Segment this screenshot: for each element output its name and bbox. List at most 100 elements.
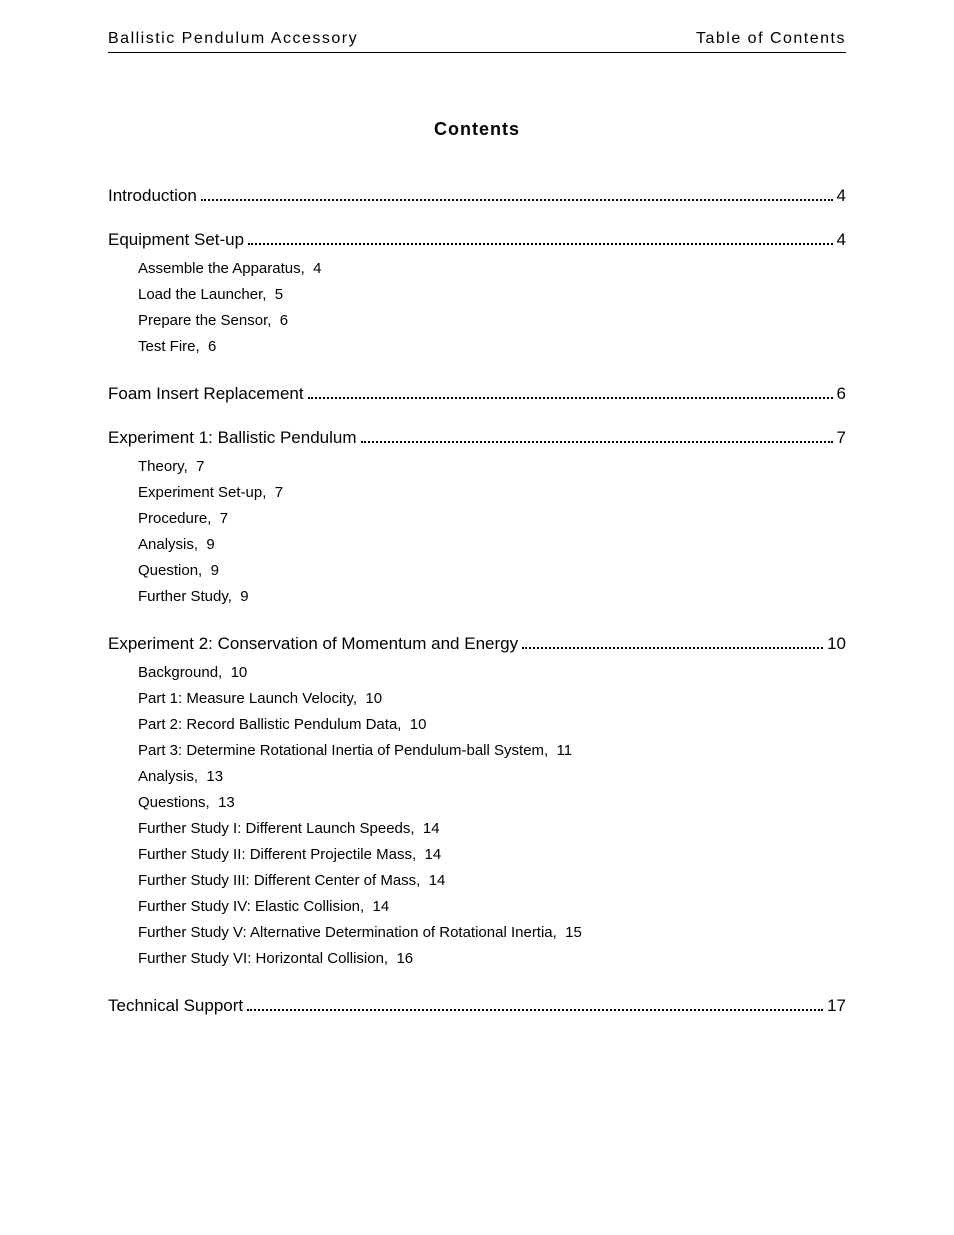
toc-leader-dots [247,1009,823,1011]
toc-subsection-list: Background, 10Part 1: Measure Launch Vel… [108,660,846,972]
toc-entry: Experiment 2: Conservation of Momentum a… [108,634,846,654]
toc-subentry-label: Background, [138,664,222,681]
toc-subentry-label: Question, [138,562,202,579]
toc-subentry-page: 15 [565,924,582,941]
toc-subentry-label: Further Study IV: Elastic Collision, [138,898,364,915]
toc-subentry-page: 6 [208,338,216,355]
toc-subentry-page: 9 [211,562,219,579]
toc-entry-page: 6 [837,384,846,404]
toc-leader-dots [308,397,833,399]
toc-subentry: Further Study I: Different Launch Speeds… [138,816,846,842]
toc-subentry-label: Further Study V: Alternative Determinati… [138,924,557,941]
toc-subentry: Part 2: Record Ballistic Pendulum Data, … [138,712,846,738]
toc-subentry-page: 11 [557,742,573,759]
toc-section: Experiment 1: Ballistic Pendulum7Theory,… [108,428,846,610]
toc-entry: Technical Support17 [108,996,846,1016]
toc-subentry: Theory, 7 [138,454,846,480]
toc-subentry: Assemble the Apparatus, 4 [138,256,846,282]
toc-subentry-label: Analysis, [138,768,198,785]
header-left: Ballistic Pendulum Accessory [108,30,358,48]
toc-subentry-label: Part 2: Record Ballistic Pendulum Data, [138,716,401,733]
toc-subentry: Further Study II: Different Projectile M… [138,842,846,868]
toc-section: Equipment Set-up4Assemble the Apparatus,… [108,230,846,360]
toc-subentry-label: Prepare the Sensor, [138,312,271,329]
toc-subentry-page: 14 [373,898,390,915]
toc-entry: Introduction4 [108,186,846,206]
toc-subentry: Background, 10 [138,660,846,686]
toc-subentry-page: 4 [313,260,321,277]
toc-subentry-label: Test Fire, [138,338,200,355]
toc-subentry: Further Study III: Different Center of M… [138,868,846,894]
toc-entry: Equipment Set-up 4 [108,230,846,250]
toc-section: Foam Insert Replacement 6 [108,384,846,404]
table-of-contents: Introduction4Equipment Set-up4Assemble t… [108,186,846,1016]
toc-subentry: Load the Launcher, 5 [138,282,846,308]
toc-subsection-list: Theory, 7Experiment Set-up, 7Procedure, … [108,454,846,610]
toc-section: Technical Support17 [108,996,846,1016]
toc-subentry: Prepare the Sensor, 6 [138,308,846,334]
toc-subentry-label: Theory, [138,458,188,475]
toc-subentry: Question, 9 [138,558,846,584]
toc-section: Experiment 2: Conservation of Momentum a… [108,634,846,972]
toc-subentry-page: 16 [396,950,413,967]
toc-subentry-page: 9 [240,588,248,605]
toc-subentry: Further Study IV: Elastic Collision, 14 [138,894,846,920]
toc-subentry-label: Analysis, [138,536,198,553]
toc-entry-page: 4 [837,230,846,250]
toc-entry-page: 4 [837,186,846,206]
toc-subentry-page: 13 [206,768,223,785]
header-right: Table of Contents [696,30,846,48]
toc-entry: Experiment 1: Ballistic Pendulum 7 [108,428,846,448]
toc-subentry-label: Further Study, [138,588,232,605]
toc-subentry-label: Part 1: Measure Launch Velocity, [138,690,357,707]
toc-subentry-page: 7 [220,510,228,527]
toc-subsection-list: Assemble the Apparatus, 4Load the Launch… [108,256,846,360]
toc-subentry-label: Further Study I: Different Launch Speeds… [138,820,415,837]
toc-subentry-label: Further Study VI: Horizontal Collision, [138,950,388,967]
toc-entry-label: Equipment Set-up [108,230,244,250]
toc-subentry: Test Fire, 6 [138,334,846,360]
toc-subentry-page: 14 [423,820,440,837]
toc-subentry-page: 14 [425,846,442,863]
toc-leader-dots [361,441,833,443]
toc-subentry-page: 7 [275,484,283,501]
toc-subentry-page: 14 [429,872,446,889]
toc-entry-label: Experiment 2: Conservation of Momentum a… [108,634,518,654]
toc-subentry: Further Study VI: Horizontal Collision, … [138,946,846,972]
toc-subentry-page: 9 [206,536,214,553]
toc-entry-label: Foam Insert Replacement [108,384,304,404]
toc-subentry-page: 13 [218,794,235,811]
toc-subentry-page: 6 [280,312,288,329]
toc-leader-dots [248,243,832,245]
toc-subentry-page: 10 [365,690,382,707]
toc-subentry-label: Assemble the Apparatus, [138,260,305,277]
toc-subentry: Experiment Set-up, 7 [138,480,846,506]
toc-subentry-label: Procedure, [138,510,211,527]
toc-subentry: Part 1: Measure Launch Velocity, 10 [138,686,846,712]
toc-subentry-label: Experiment Set-up, [138,484,266,501]
toc-leader-dots [522,647,823,649]
toc-subentry-page: 5 [275,286,283,303]
toc-subentry-label: Further Study III: Different Center of M… [138,872,420,889]
toc-subentry: Part 3: Determine Rotational Inertia of … [138,738,846,764]
toc-entry-label: Experiment 1: Ballistic Pendulum [108,428,357,448]
toc-entry-page: 7 [837,428,846,448]
toc-subentry-page: 10 [410,716,427,733]
toc-subentry-page: 7 [196,458,204,475]
toc-entry-page: 10 [827,634,846,654]
toc-subentry: Questions, 13 [138,790,846,816]
toc-leader-dots [201,199,833,201]
toc-subentry: Further Study, 9 [138,584,846,610]
toc-subentry-label: Further Study II: Different Projectile M… [138,846,416,863]
toc-subentry-label: Load the Launcher, [138,286,266,303]
toc-subentry: Further Study V: Alternative Determinati… [138,920,846,946]
toc-subentry: Analysis, 13 [138,764,846,790]
toc-entry-page: 17 [827,996,846,1016]
toc-subentry: Procedure, 7 [138,506,846,532]
toc-entry: Foam Insert Replacement 6 [108,384,846,404]
toc-subentry-page: 10 [231,664,248,681]
page-header: Ballistic Pendulum Accessory Table of Co… [108,30,846,53]
toc-subentry-label: Part 3: Determine Rotational Inertia of … [138,742,548,759]
toc-subentry: Analysis, 9 [138,532,846,558]
toc-subentry-label: Questions, [138,794,210,811]
